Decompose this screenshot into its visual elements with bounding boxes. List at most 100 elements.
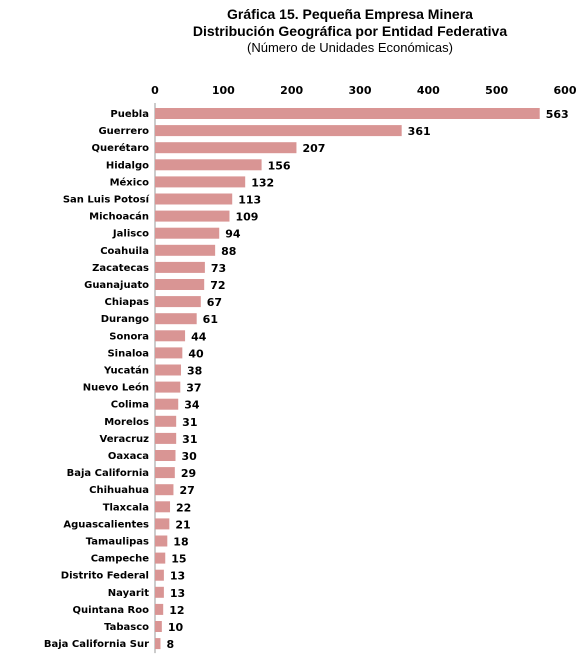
data-label: 361 xyxy=(408,125,431,138)
data-label: 27 xyxy=(179,484,194,497)
data-label: 88 xyxy=(221,245,236,258)
data-label: 72 xyxy=(210,279,225,292)
bar xyxy=(155,518,170,530)
category-label: Chiapas xyxy=(105,297,150,308)
data-label: 44 xyxy=(191,330,207,343)
chart-subtitle: (Número de Unidades Económicas) xyxy=(247,40,453,55)
bar xyxy=(155,398,179,410)
category-label: Jalisco xyxy=(112,229,149,240)
data-label: 156 xyxy=(268,159,291,172)
category-label: Distrito Federal xyxy=(61,571,149,582)
bar xyxy=(155,227,220,239)
bar xyxy=(155,415,177,427)
category-label: Sonora xyxy=(109,331,149,342)
bar xyxy=(155,467,175,479)
category-label: Zacatecas xyxy=(92,263,149,274)
bar xyxy=(155,210,230,222)
data-label: 10 xyxy=(168,621,184,634)
bar xyxy=(155,279,205,290)
category-label: Colima xyxy=(111,400,149,411)
category-label: Nuevo León xyxy=(83,382,149,394)
category-label: Morelos xyxy=(104,417,149,428)
data-label: 29 xyxy=(181,467,196,480)
data-label: 67 xyxy=(207,296,222,309)
category-label: Guanajuato xyxy=(84,280,149,291)
category-label: Campeche xyxy=(91,554,149,565)
bar xyxy=(155,176,246,188)
data-label: 22 xyxy=(176,501,191,514)
category-label: Sinaloa xyxy=(107,348,149,359)
data-label: 18 xyxy=(173,536,188,549)
x-tick-label: 500 xyxy=(485,84,508,97)
data-label: 37 xyxy=(186,382,201,395)
data-label: 61 xyxy=(203,313,218,326)
chart-title: Gráfica 15. Pequeña Empresa Minera xyxy=(227,6,473,22)
bar xyxy=(155,586,164,598)
category-label: Baja California xyxy=(67,468,149,479)
bar xyxy=(155,535,168,547)
category-label: Michoacán xyxy=(89,211,149,223)
category-label: Tamaulipas xyxy=(86,537,149,548)
category-label: Puebla xyxy=(110,109,149,120)
category-label: Coahuila xyxy=(100,246,149,257)
x-tick-label: 600 xyxy=(554,84,577,97)
bar xyxy=(155,313,197,325)
data-label: 73 xyxy=(211,262,226,275)
bar xyxy=(155,638,161,650)
bars xyxy=(155,108,540,650)
data-label: 113 xyxy=(238,194,261,207)
value-labels: 563 361 207 156 132 113 109 94 88 73 72 67 61 44 40 38 3… xyxy=(166,108,568,651)
data-label: 132 xyxy=(251,176,274,189)
bar xyxy=(155,432,177,444)
category-label: Oaxaca xyxy=(108,451,149,462)
bar xyxy=(155,484,174,496)
category-label: San Luis Potosí xyxy=(63,194,150,206)
category-labels: Puebla Guerrero Querétaro Hidalgo México San … xyxy=(44,109,150,650)
bar xyxy=(155,142,297,154)
category-label: Quintana Roo xyxy=(73,605,150,616)
chart-title-block: Gráfica 15. Pequeña Empresa Minera Distr… xyxy=(120,6,577,56)
bar xyxy=(155,552,166,564)
data-label: 207 xyxy=(302,142,325,155)
category-label: Yucatán xyxy=(103,365,149,377)
category-label: Veracruz xyxy=(100,434,150,445)
bar xyxy=(155,125,402,137)
bar xyxy=(155,193,233,205)
category-label: Aguascalientes xyxy=(63,519,149,530)
category-label: Chihuahua xyxy=(89,485,149,496)
data-label: 21 xyxy=(175,518,190,531)
x-tick-label: 100 xyxy=(212,84,235,97)
data-label: 40 xyxy=(188,347,204,360)
data-label: 15 xyxy=(171,553,186,566)
data-label: 12 xyxy=(169,604,184,617)
bar xyxy=(155,450,176,461)
category-label: Hidalgo xyxy=(106,160,149,171)
data-label: 38 xyxy=(187,365,202,378)
category-label: Querétaro xyxy=(92,142,150,154)
bar xyxy=(155,501,171,513)
bar xyxy=(155,330,186,342)
data-label: 34 xyxy=(184,399,200,412)
bar xyxy=(155,296,201,308)
bar xyxy=(155,381,181,393)
bar xyxy=(155,364,181,376)
category-label: Guerrero xyxy=(98,126,149,137)
category-label: Baja California Sur xyxy=(44,639,149,650)
data-label: 94 xyxy=(225,228,241,241)
data-label: 30 xyxy=(182,450,198,463)
data-label: 31 xyxy=(182,433,197,446)
data-label: 31 xyxy=(182,416,197,429)
category-label: Tabasco xyxy=(104,622,149,633)
x-tick-label: 300 xyxy=(349,84,372,97)
category-label: Durango xyxy=(101,314,149,325)
bar xyxy=(155,569,164,581)
data-label: 109 xyxy=(235,211,258,224)
data-label: 563 xyxy=(546,108,569,121)
x-tick-label: 200 xyxy=(280,84,303,97)
bar xyxy=(155,108,540,119)
bar xyxy=(155,347,183,359)
bar xyxy=(155,621,162,632)
bar xyxy=(155,261,205,273)
category-label: México xyxy=(110,176,150,188)
